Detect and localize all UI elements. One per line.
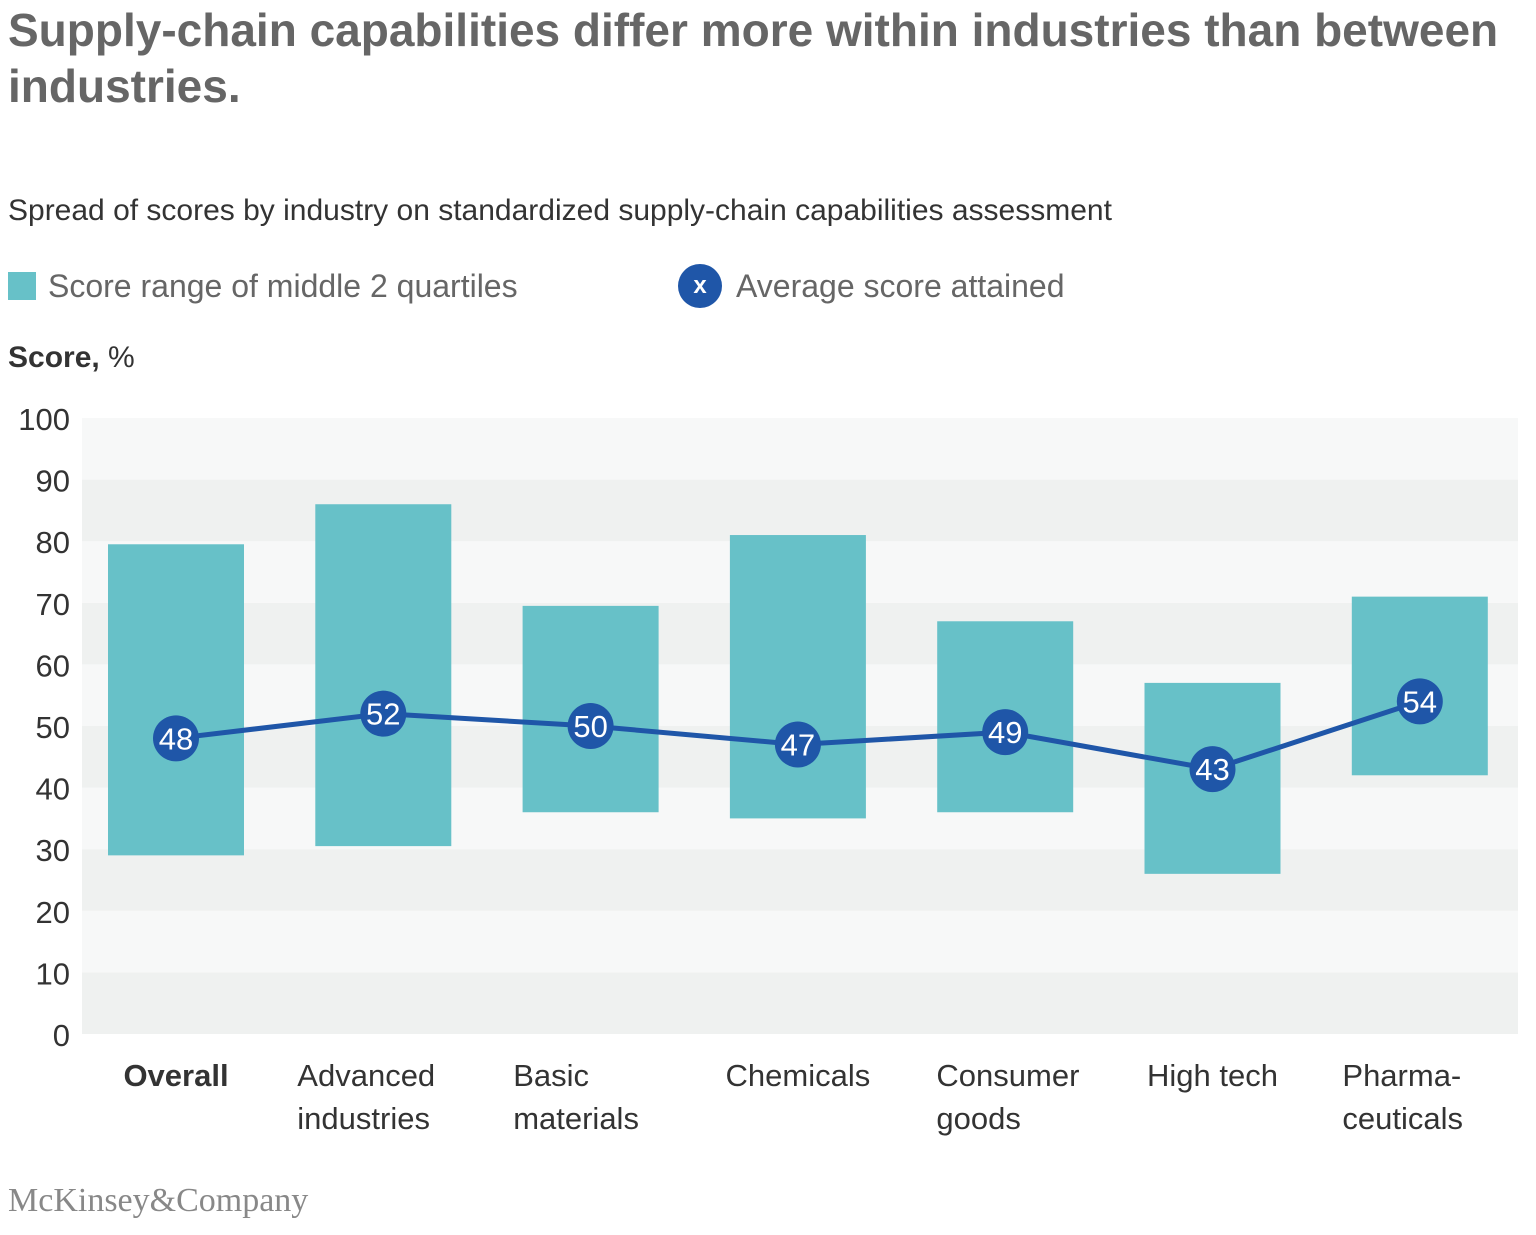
y-axis-label-main: Score, — [8, 341, 100, 374]
chart-title: Supply-chain capabilities differ more wi… — [8, 4, 1499, 112]
grid-band — [82, 910, 1518, 973]
category-label: Basic — [513, 1058, 589, 1093]
y-axis-label: Score, % — [8, 338, 135, 378]
average-data-label: 49 — [988, 715, 1022, 750]
y-tick-label: 90 — [36, 464, 70, 499]
average-point — [774, 721, 821, 768]
average-data-label: 43 — [1195, 752, 1229, 787]
range-bar — [315, 504, 452, 847]
average-point — [1189, 746, 1236, 793]
average-point — [1396, 678, 1443, 725]
category-label: High tech — [1147, 1058, 1278, 1093]
y-tick-label: 80 — [36, 525, 70, 560]
y-tick-label: 100 — [18, 402, 70, 437]
chart-subtitle: Spread of scores by industry on standard… — [8, 194, 1112, 227]
chart-plot: 0 10 20 30 40 50 60 70 80 90 100 48 52 50 47 49 43 54 Over… — [18, 402, 1518, 1136]
average-data-label: 50 — [573, 709, 607, 744]
legend-average-label: Average score attained — [736, 267, 1065, 304]
y-tick-label: 10 — [36, 956, 70, 991]
category-label: Consumer — [936, 1058, 1079, 1093]
legend-average-marker: x — [678, 264, 722, 308]
y-tick-label: 60 — [36, 648, 70, 683]
legend-range-swatch — [8, 272, 36, 300]
range-bar — [108, 544, 244, 856]
y-tick-label: 40 — [36, 772, 70, 807]
average-point — [360, 690, 407, 737]
y-tick-label: 70 — [36, 587, 70, 622]
average-data-label: 52 — [366, 697, 400, 732]
category-label: Advanced — [297, 1058, 435, 1093]
y-axis-label-unit: % — [99, 341, 135, 374]
average-point — [153, 715, 199, 762]
grid-band — [82, 418, 1518, 480]
average-data-label: 47 — [781, 727, 815, 762]
category-label: ceuticals — [1342, 1101, 1463, 1136]
mckinsey-logo: McKinsey&Company — [8, 1182, 309, 1219]
grid-band — [82, 849, 1518, 911]
category-label: Overall — [123, 1058, 228, 1093]
y-tick-label: 20 — [36, 895, 70, 930]
y-tick-label: 0 — [53, 1018, 70, 1053]
average-point — [567, 703, 614, 749]
grid-band — [82, 972, 1518, 1034]
y-tick-label: 50 — [36, 710, 70, 745]
average-data-label: 54 — [1403, 684, 1437, 719]
category-label: materials — [513, 1101, 639, 1136]
category-label: Pharma- — [1342, 1058, 1461, 1093]
category-label: industries — [297, 1101, 430, 1136]
legend-average-item: x Average score attained — [678, 264, 1065, 308]
average-data-label: 48 — [159, 721, 193, 756]
average-point — [982, 709, 1029, 756]
range-bar — [729, 535, 866, 819]
legend-range-label: Score range of middle 2 quartiles — [48, 267, 518, 304]
legend-range-item: Score range of middle 2 quartiles — [8, 264, 518, 308]
category-label: goods — [936, 1101, 1020, 1136]
grid-band — [82, 479, 1518, 542]
y-tick-label: 30 — [36, 833, 70, 868]
category-label: Chemicals — [726, 1058, 871, 1093]
